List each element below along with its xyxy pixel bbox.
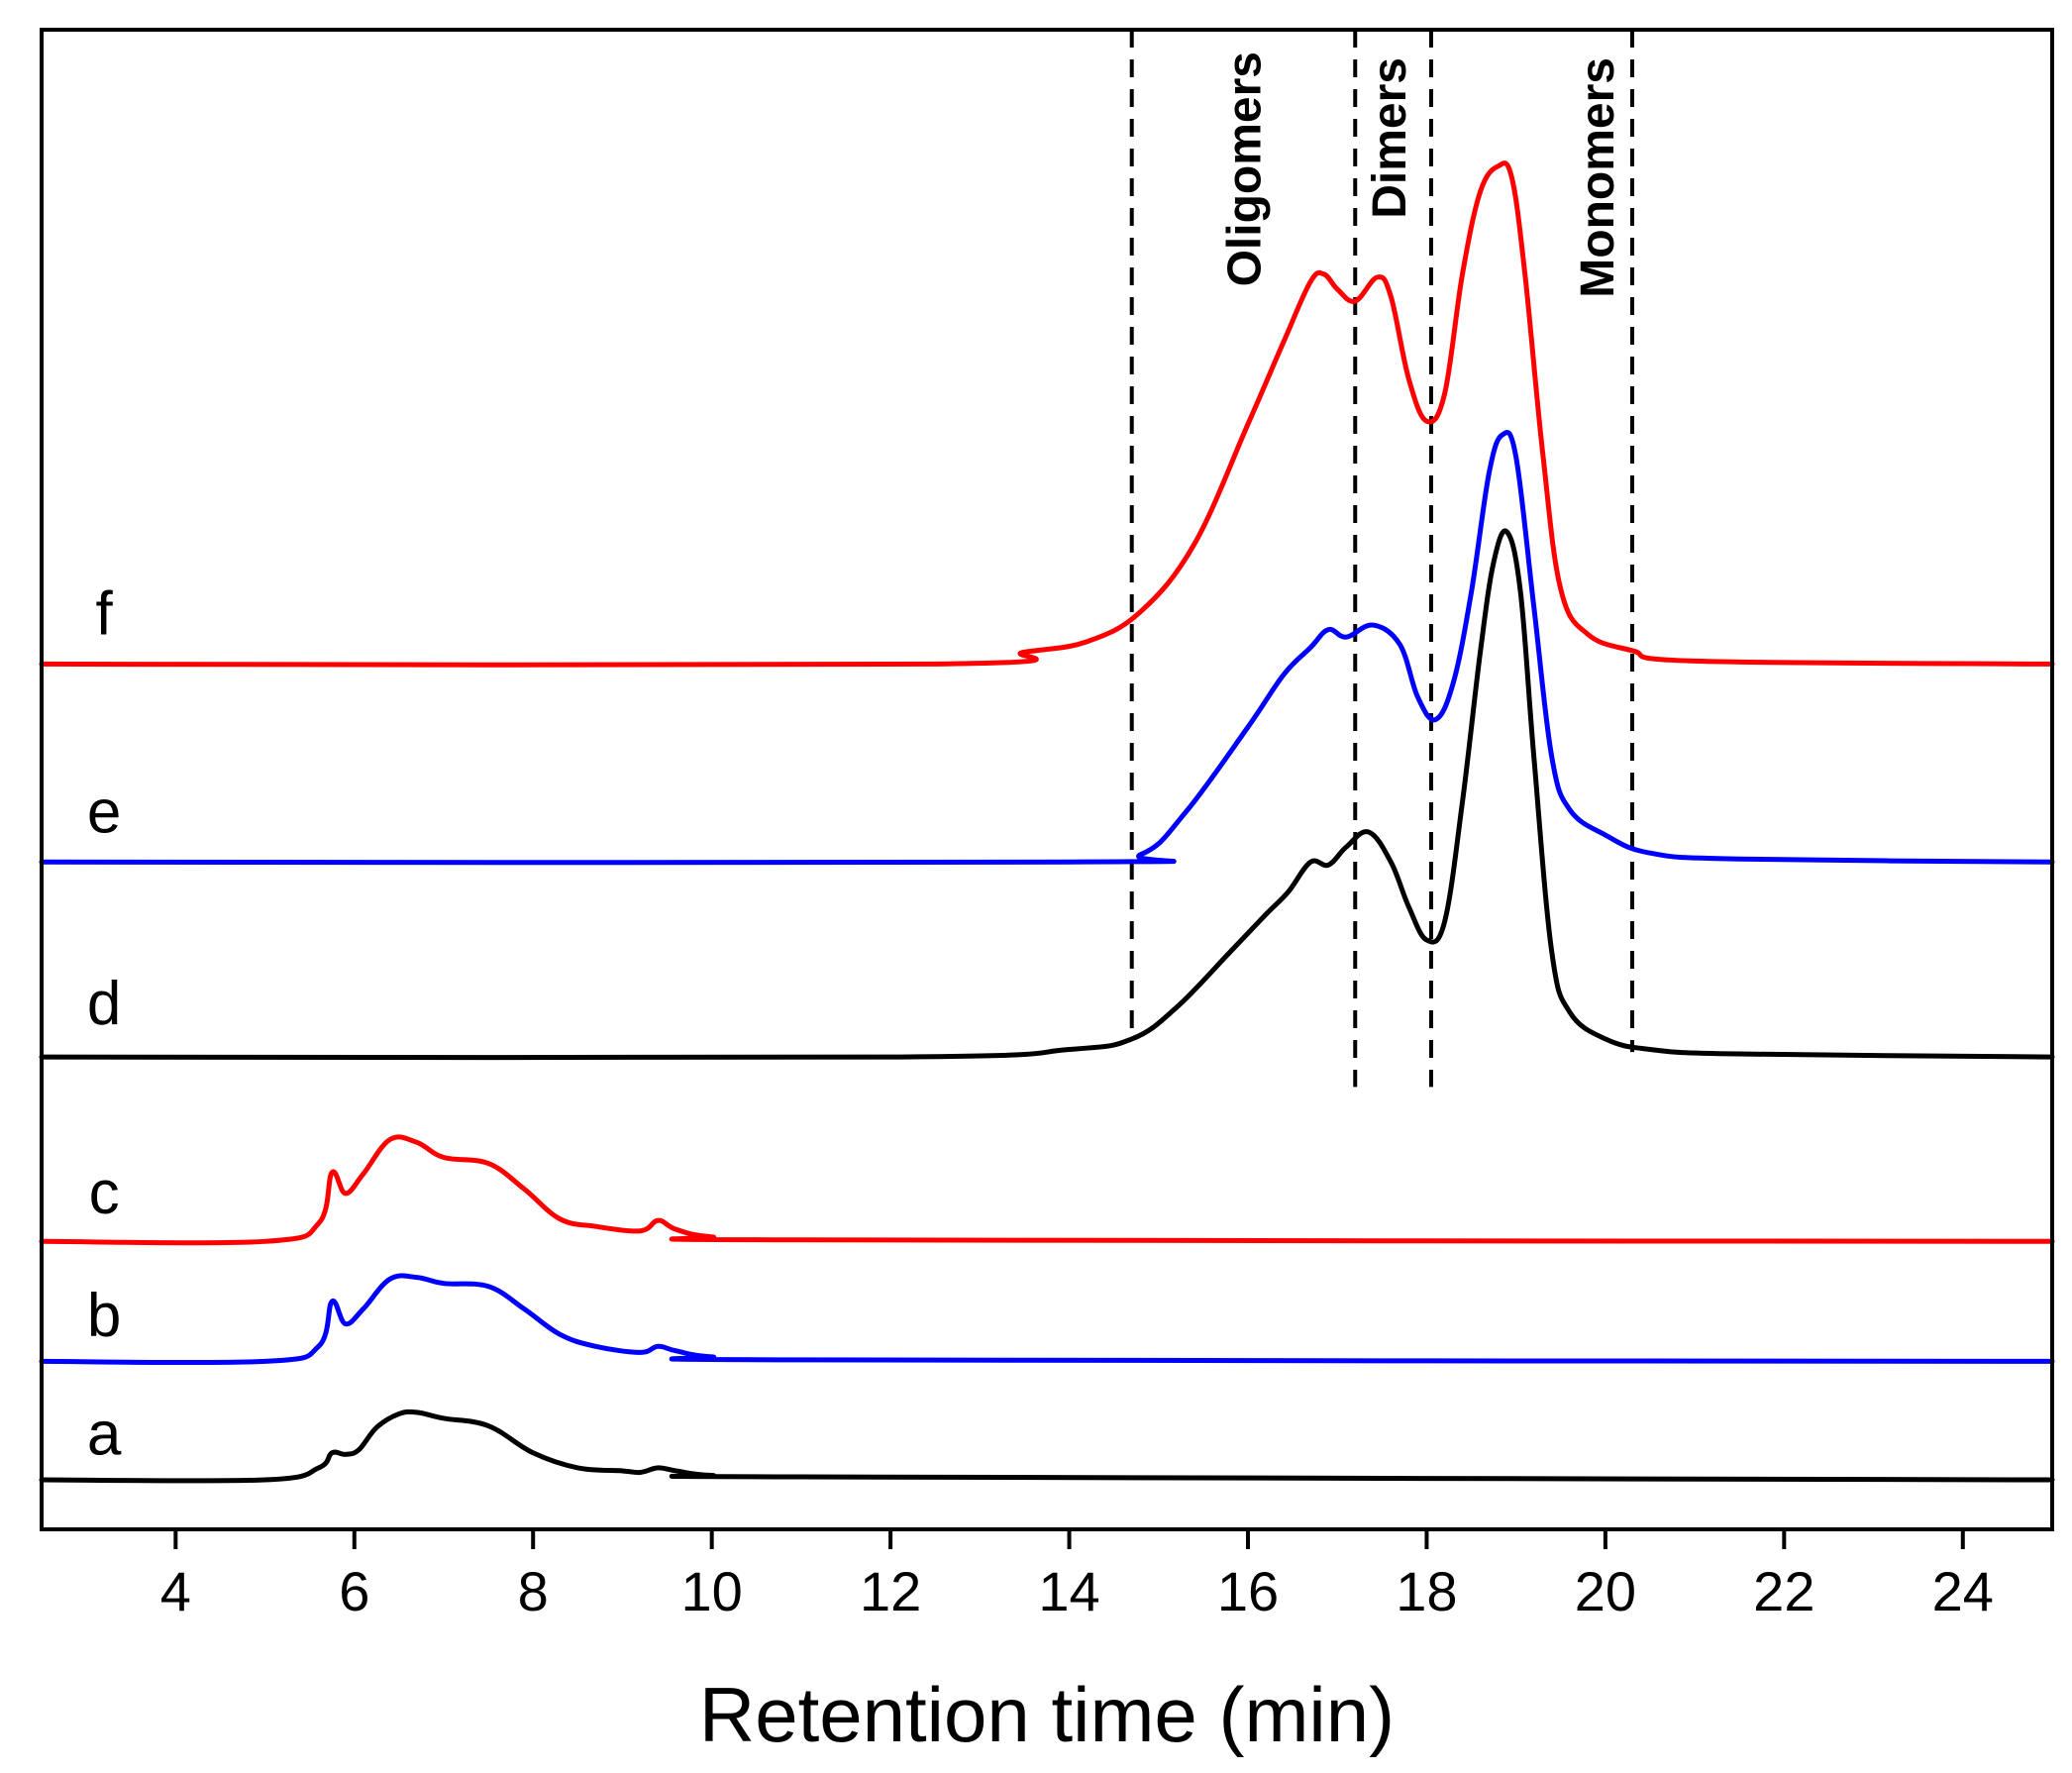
trace-label-d: d — [87, 970, 121, 1038]
x-tick-label-16: 16 — [1217, 1560, 1279, 1622]
x-tick-label-20: 20 — [1575, 1560, 1636, 1622]
trace-label-b: b — [87, 1282, 121, 1350]
trace-e — [39, 430, 2055, 866]
trace-a — [39, 1408, 2055, 1484]
region-label-dimers: Dimers — [1364, 57, 1416, 219]
x-tick-label-22: 22 — [1753, 1560, 1814, 1622]
trace-c — [39, 1134, 2055, 1246]
trace-label-a: a — [87, 1401, 122, 1469]
x-axis-title: Retention time (min) — [699, 1671, 1395, 1758]
x-tick-label-24: 24 — [1932, 1560, 1994, 1622]
x-tick-label-4: 4 — [160, 1560, 191, 1622]
trace-f — [39, 160, 2055, 668]
x-tick-label-10: 10 — [681, 1560, 743, 1622]
region-label-oligomers: Oligomers — [1219, 52, 1272, 286]
plot-frame — [40, 28, 2054, 1531]
region-label-monomers: Monomers — [1572, 57, 1624, 298]
trace-b — [39, 1273, 2055, 1366]
plot-area: Oligomers Dimers Monomers abc d e f 4 6 8 10 12 14 16… — [39, 30, 2055, 1622]
x-tick-label-14: 14 — [1038, 1560, 1099, 1622]
x-tick-label-18: 18 — [1396, 1560, 1457, 1622]
x-tick-label-8: 8 — [518, 1560, 549, 1622]
trace-d — [39, 528, 2055, 1061]
x-tick-label-6: 6 — [339, 1560, 369, 1622]
x-tick-label-12: 12 — [860, 1560, 921, 1622]
trace-label-f: f — [96, 579, 114, 648]
trace-label-e: e — [87, 778, 121, 846]
trace-label-c: c — [89, 1159, 120, 1227]
